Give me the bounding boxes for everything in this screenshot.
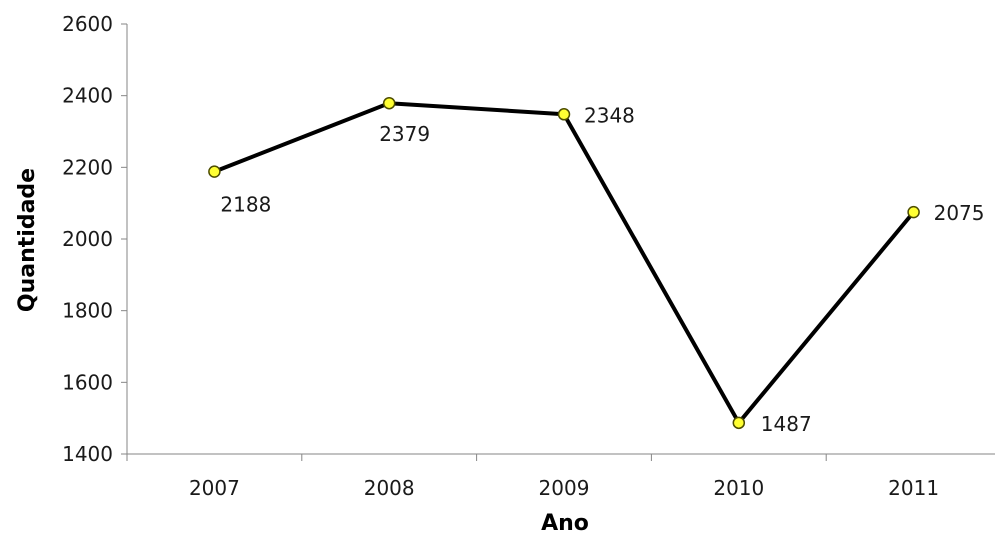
data-point <box>208 165 221 178</box>
data-point <box>732 416 746 430</box>
y-tick-label: 2600 <box>62 12 113 36</box>
axes <box>121 23 995 461</box>
data-label: 2188 <box>220 193 271 217</box>
data-point <box>907 205 920 219</box>
x-tick-label: 2008 <box>364 476 415 500</box>
data-labels: 2188 2379 2348 1487 2075 <box>220 103 984 436</box>
x-tick-label: 2007 <box>189 476 240 500</box>
x-axis-title: Ano <box>541 511 589 535</box>
data-label: 1487 <box>761 412 812 436</box>
data-markers <box>208 96 920 430</box>
data-point <box>557 108 571 121</box>
y-axis-title: Quantidade <box>15 168 40 312</box>
x-tick-label: 2011 <box>888 476 939 500</box>
data-point <box>382 96 396 110</box>
series-line <box>213 101 916 425</box>
data-label: 2348 <box>584 103 635 127</box>
y-tick-label: 1400 <box>62 442 113 466</box>
y-tick-label: 2200 <box>62 155 113 179</box>
data-label: 2379 <box>379 122 430 146</box>
x-tick-label: 2010 <box>713 476 764 500</box>
x-tick-label: 2009 <box>539 476 590 500</box>
y-tick-label: 2400 <box>62 84 113 108</box>
y-tick-label: 1600 <box>62 370 113 394</box>
y-tick-label: 2000 <box>62 227 113 251</box>
tick-labels: 1400 1600 1800 2000 2200 2400 2600 2007 2008 2009… <box>62 12 939 500</box>
data-label: 2075 <box>934 201 985 225</box>
y-tick-label: 1800 <box>62 299 113 323</box>
